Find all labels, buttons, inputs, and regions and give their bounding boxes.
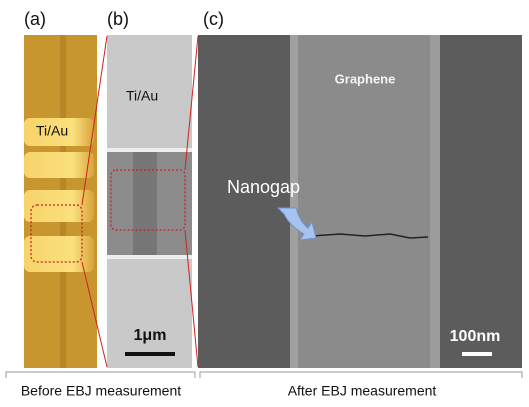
panel-label: (b) bbox=[107, 9, 129, 29]
material-label: Graphene bbox=[335, 71, 396, 86]
figure: Ti/Au Ti/Au 1μm Graphene Nanogap 100nm (… bbox=[0, 0, 529, 407]
material-label: Ti/Au bbox=[36, 123, 68, 139]
panel-a: Ti/Au bbox=[24, 35, 97, 368]
material-label: Ti/Au bbox=[126, 88, 158, 104]
panel-label: (c) bbox=[203, 9, 224, 29]
scale-label: 100nm bbox=[450, 328, 501, 345]
scale-label: 1μm bbox=[134, 327, 167, 344]
panel-c: Graphene Nanogap 100nm bbox=[198, 35, 522, 368]
panel-label: (a) bbox=[24, 9, 46, 29]
panel-b: Ti/Au 1μm bbox=[107, 35, 192, 368]
caption: Before EBJ measurement bbox=[21, 383, 181, 399]
caption: After EBJ measurement bbox=[288, 383, 437, 399]
annotation: Nanogap bbox=[227, 177, 300, 197]
